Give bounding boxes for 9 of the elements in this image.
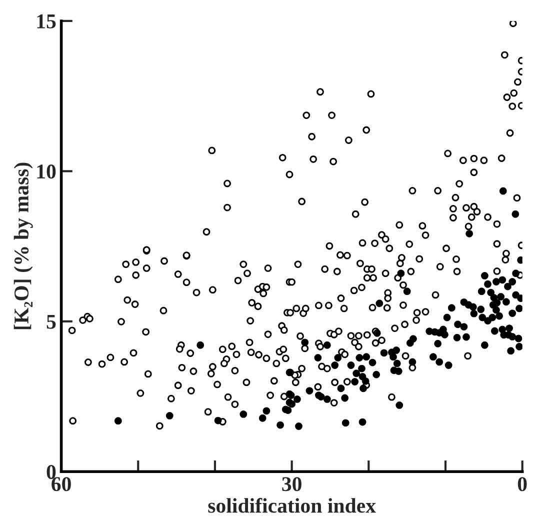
- y-tick-label: 15: [37, 14, 56, 28]
- y-tick-label: 10: [37, 164, 56, 179]
- x-tick-label: 30: [282, 477, 302, 492]
- x-tick-label: 60: [52, 477, 71, 492]
- x-tick-label: 0: [518, 477, 527, 492]
- y-axis-title: [K₂O] (% by mass): [14, 162, 33, 330]
- x-axis-title: solidification index: [208, 498, 376, 513]
- y-tick-label: 0: [46, 464, 56, 480]
- y-tick-label: 5: [46, 314, 56, 329]
